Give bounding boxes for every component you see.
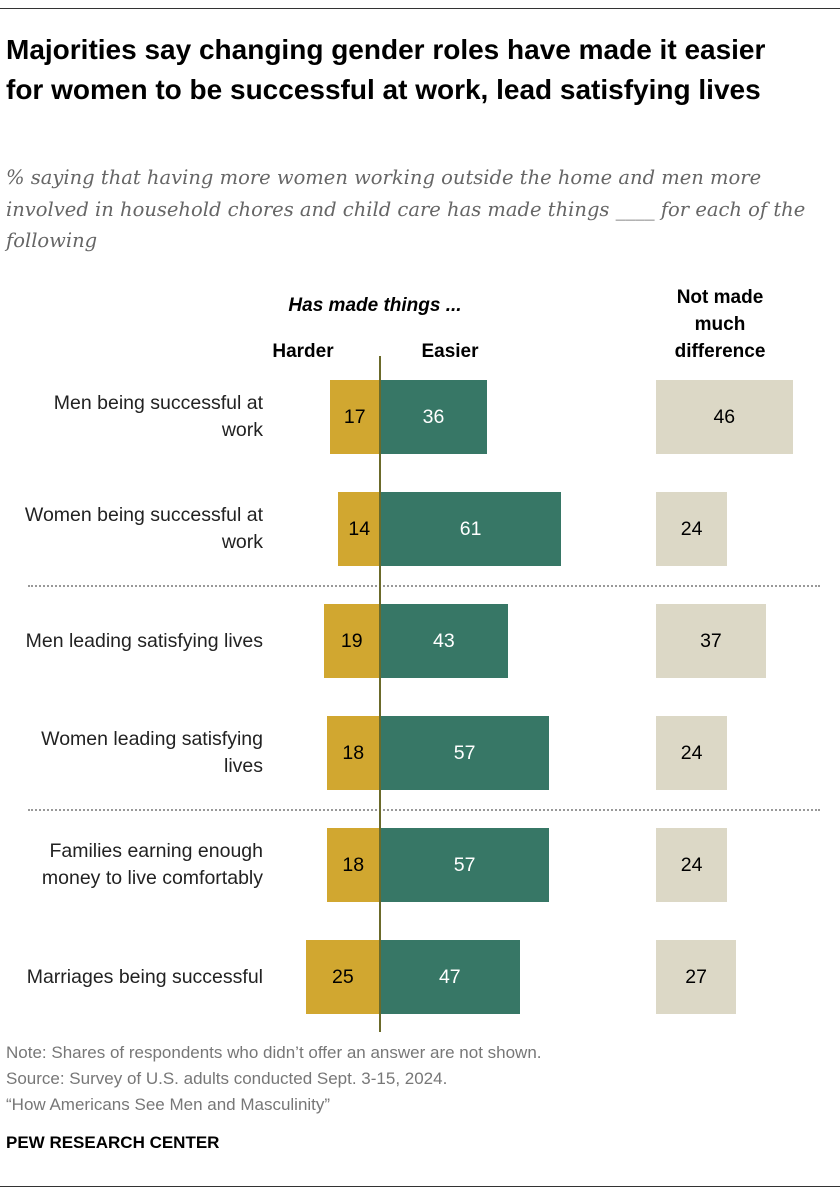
value-harder: 19 — [340, 630, 363, 652]
group-separator — [28, 809, 820, 811]
value-no-difference: 24 — [680, 742, 703, 764]
bar-easier — [380, 828, 550, 902]
value-easier: 36 — [422, 406, 445, 428]
value-harder: 25 — [332, 966, 354, 988]
value-harder: 18 — [342, 742, 365, 764]
bar-no-difference — [656, 604, 766, 678]
value-no-difference: 24 — [680, 854, 703, 876]
bar-no-difference — [656, 940, 737, 1014]
row-label: Women being successful at work — [24, 504, 263, 553]
pew-logo: PEW RESEARCH CENTER — [6, 1133, 220, 1152]
row-label: Families earning enough money to live co… — [41, 840, 263, 889]
value-easier: 57 — [453, 742, 476, 764]
bar-easier — [380, 604, 508, 678]
bar-no-difference — [656, 716, 728, 790]
bar-no-difference — [656, 828, 728, 902]
legend-harder: Harder — [272, 341, 334, 362]
legend-no-difference: Not made much difference — [674, 287, 766, 362]
value-harder: 14 — [348, 518, 371, 540]
row-label: Marriages being successful — [26, 965, 263, 988]
row-label: Women leading satisfying lives — [41, 728, 263, 777]
bar-harder — [326, 828, 380, 902]
bar-harder — [338, 492, 380, 566]
value-harder: 18 — [342, 854, 365, 876]
value-no-difference: 37 — [700, 630, 722, 652]
zero-axis — [379, 356, 381, 1032]
value-easier: 57 — [453, 854, 476, 876]
bar-easier — [380, 716, 550, 790]
group-header: Has made things ... — [288, 295, 462, 316]
bar-no-difference — [656, 380, 793, 454]
row-label: Men leading satisfying lives — [25, 629, 263, 652]
bar-harder — [326, 716, 380, 790]
bar-harder — [305, 940, 380, 1014]
chart-title: Majorities say changing gender roles hav… — [6, 34, 766, 105]
value-no-difference: 24 — [680, 518, 703, 540]
value-easier: 47 — [438, 966, 461, 988]
group-separator — [28, 585, 820, 587]
bar-easier — [380, 380, 487, 454]
legend-easier: Easier — [421, 341, 479, 362]
bar-easier — [380, 940, 520, 1014]
bar-no-difference — [656, 492, 728, 566]
value-harder: 17 — [343, 406, 366, 428]
value-no-difference: 46 — [713, 406, 736, 428]
top-rule — [0, 8, 840, 9]
chart-subtitle: % saying that having more women working … — [6, 166, 806, 252]
value-easier: 61 — [459, 518, 482, 540]
note: Note: Shares of respondents who didn’t o… — [6, 1043, 542, 1062]
bar-harder — [329, 380, 380, 454]
value-no-difference: 27 — [685, 966, 707, 988]
bar-harder — [323, 604, 380, 678]
value-easier: 43 — [433, 630, 455, 652]
bar-easier — [380, 492, 562, 566]
report-title: “How Americans See Men and Masculinity” — [6, 1095, 331, 1114]
source: Source: Survey of U.S. adults conducted … — [6, 1069, 448, 1088]
row-label: Men being successful at work — [53, 392, 263, 441]
bottom-rule — [0, 1186, 840, 1187]
